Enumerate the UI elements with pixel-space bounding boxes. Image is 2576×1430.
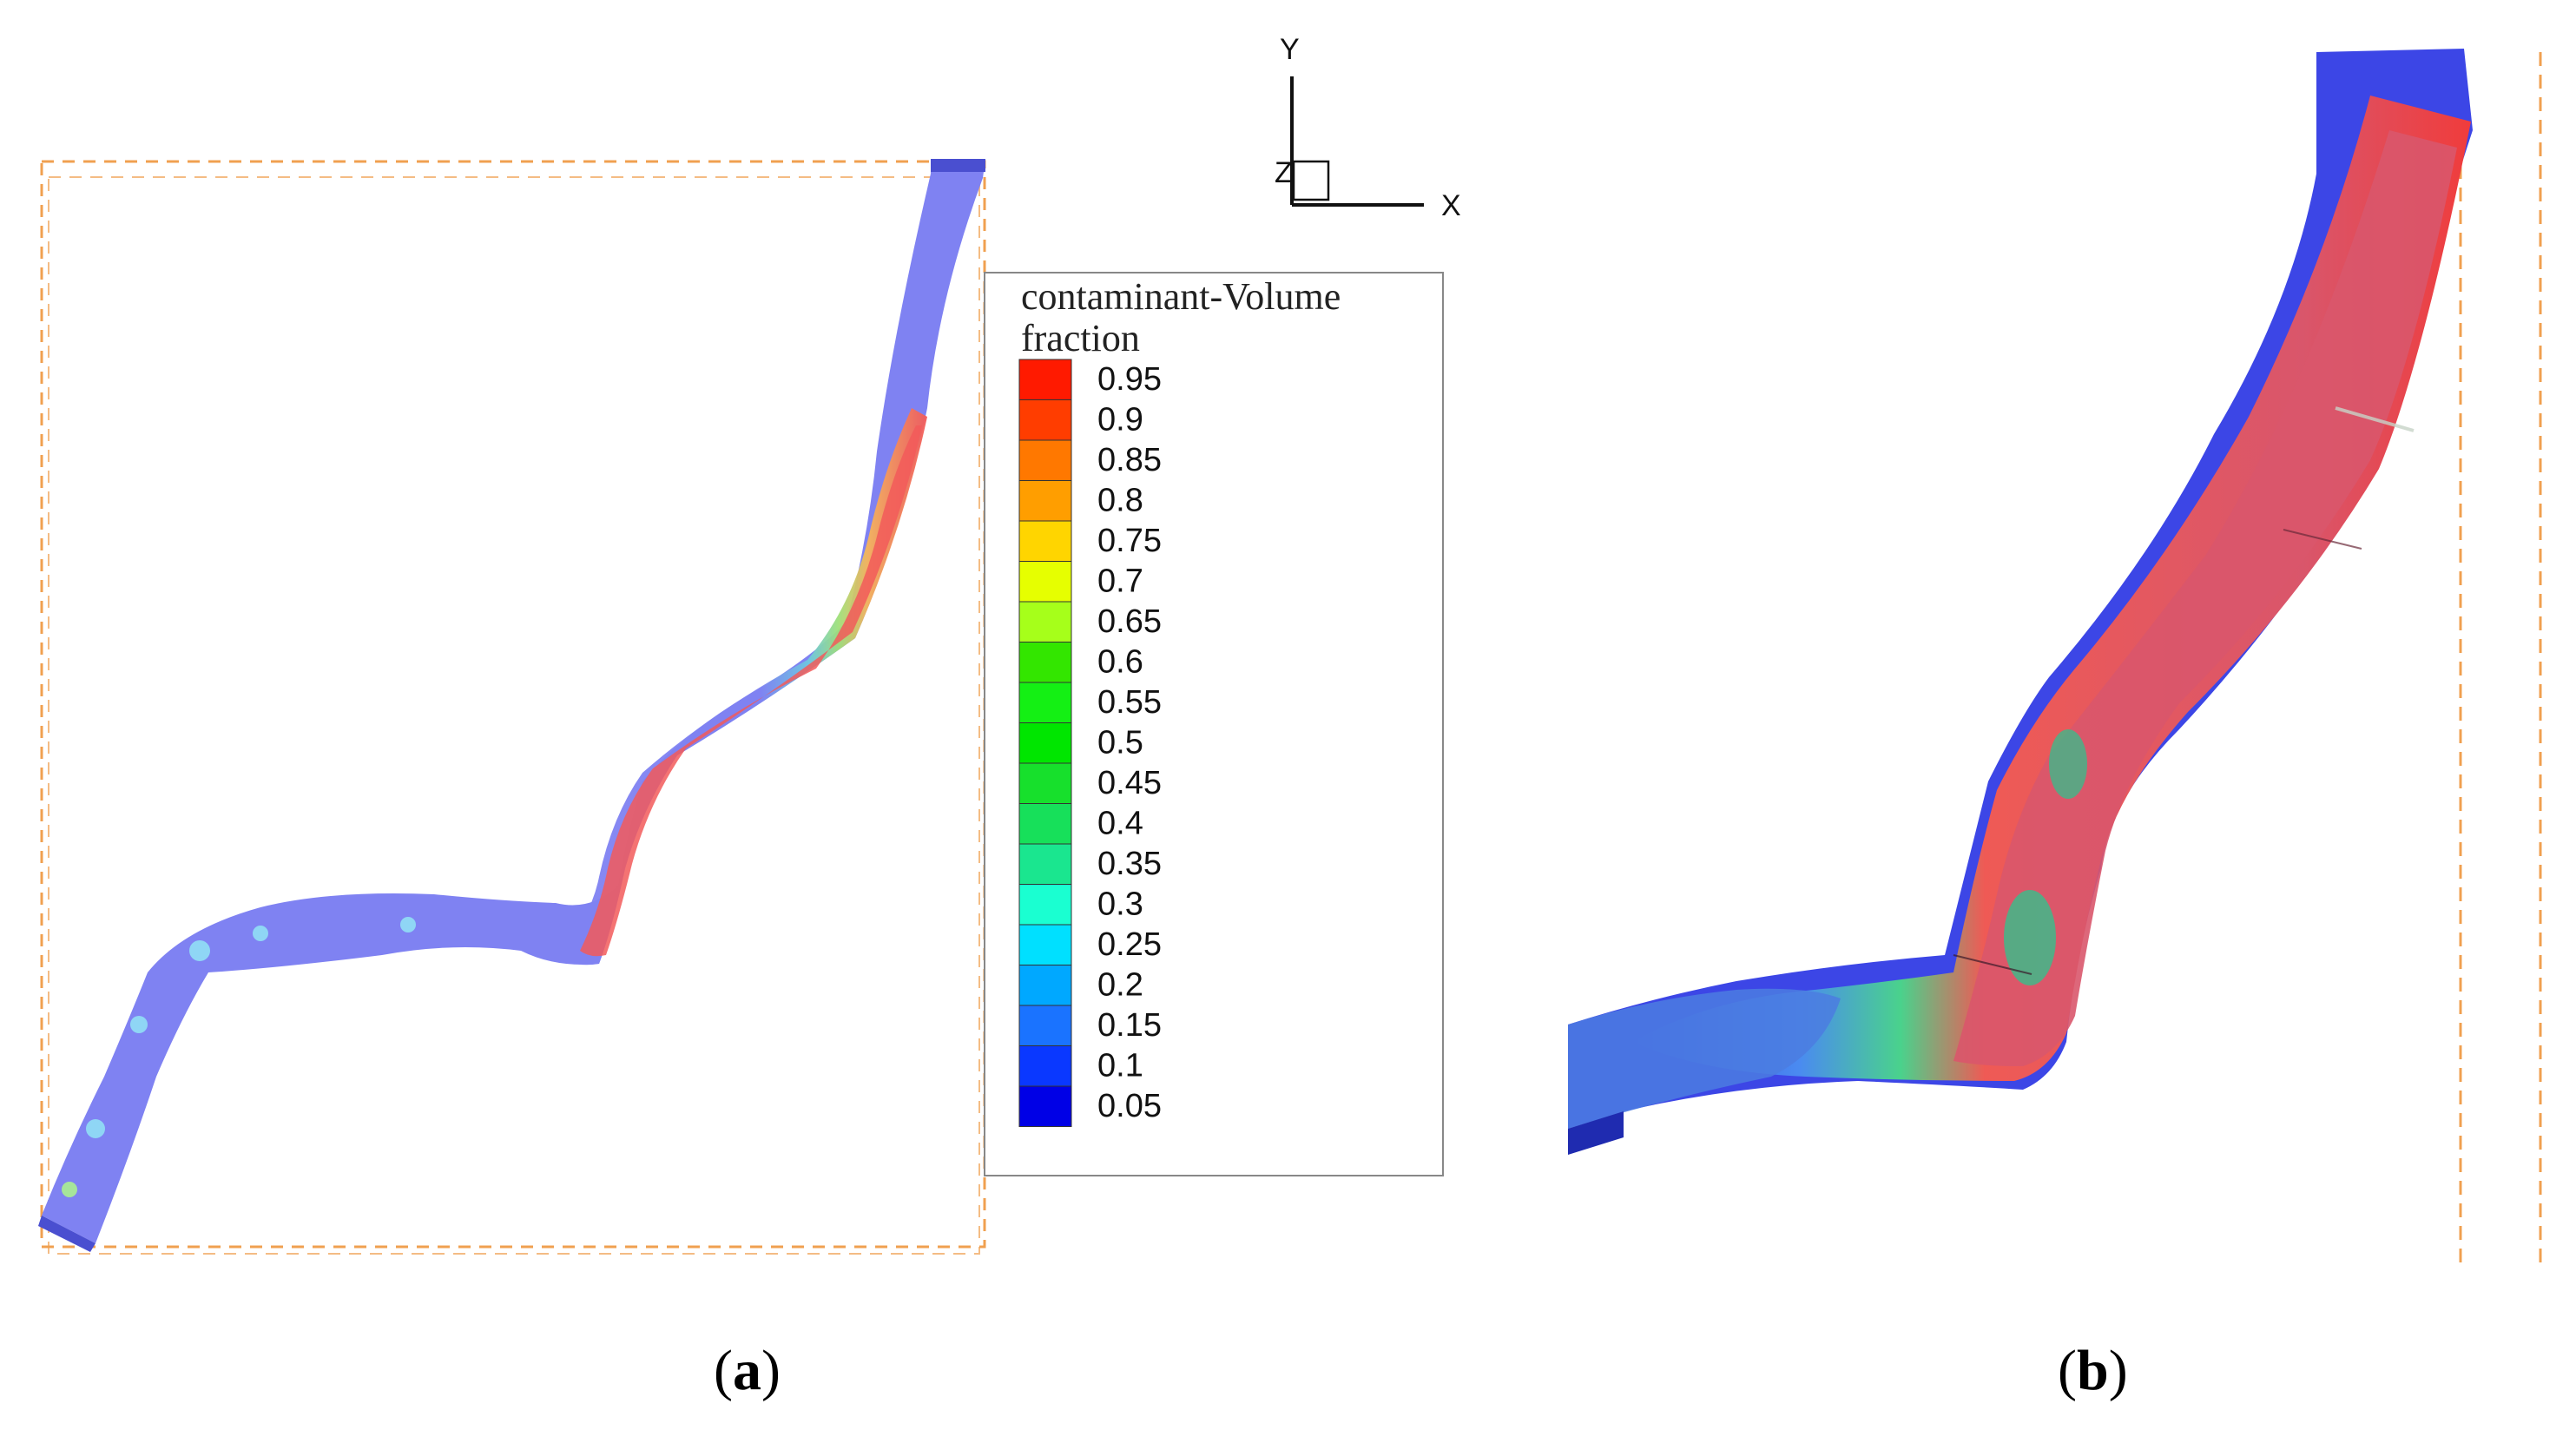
spot	[130, 1016, 148, 1033]
legend-label: 0.25	[1097, 926, 1162, 963]
z-axis-box	[1292, 160, 1330, 201]
legend-swatch	[1018, 682, 1072, 723]
legend-label: 0.2	[1097, 967, 1143, 1004]
domain-box-a-inner	[48, 176, 980, 1255]
panel-b-domain	[2459, 52, 2542, 1264]
legend-swatch	[1018, 965, 1072, 1006]
legend-swatch	[1018, 1005, 1072, 1046]
legend-swatch	[1018, 399, 1072, 441]
y-axis-label: Y	[1280, 33, 1300, 66]
caption-b: (b)	[2058, 1339, 2128, 1402]
legend-swatch	[1018, 601, 1072, 643]
legend-labels: 0.95 0.9 0.85 0.8 0.75 0.70.65 0.60.55 0.5 0.45 0…	[1097, 361, 1162, 1124]
caption-a-letter: a	[733, 1339, 761, 1402]
legend-swatch	[1018, 561, 1072, 603]
channel-b-plume-core	[1953, 130, 2457, 1066]
legend-label: 0.65	[1097, 603, 1162, 640]
svg-text:(a): (a)	[714, 1339, 781, 1402]
caption-b-open: (	[2058, 1339, 2077, 1402]
legend-label: 0.6	[1097, 644, 1143, 681]
legend-swatch	[1018, 439, 1072, 481]
caption-b-close: )	[2109, 1339, 2128, 1402]
legend-swatch	[1018, 762, 1072, 804]
legend-label: 0.95	[1097, 361, 1162, 398]
legend-label: 0.45	[1097, 765, 1162, 801]
svg-text:(b): (b)	[2058, 1339, 2128, 1402]
legend-label: 0.35	[1097, 846, 1162, 882]
channel-a-body	[42, 159, 985, 1243]
x-axis-label: X	[1441, 189, 1461, 222]
surface-line	[2335, 406, 2415, 432]
legend-label: 0.4	[1097, 806, 1143, 842]
legend-label: 0.5	[1097, 725, 1143, 761]
legend: contaminant-Volume fraction 0.950.90.850…	[984, 272, 1444, 1176]
legend-swatch	[1018, 1045, 1072, 1087]
spot	[400, 917, 416, 932]
channel-a-outlet-cap	[38, 1216, 96, 1252]
legend-swatch	[1018, 924, 1072, 965]
green-pocket	[2004, 890, 2056, 985]
spot	[86, 1119, 105, 1138]
legend-swatch	[1018, 480, 1072, 522]
spot	[253, 926, 268, 941]
surface-line	[2283, 529, 2362, 550]
panel-a-domain	[40, 160, 986, 1255]
channel-a-plume	[556, 408, 927, 965]
panel-a-channel	[38, 159, 985, 1252]
spot	[189, 940, 210, 961]
legend-label: 0.75	[1097, 523, 1162, 559]
legend-swatch	[1018, 1085, 1072, 1127]
legend-title-line1: contaminant-Volume	[1021, 275, 1341, 318]
legend-swatch	[1018, 359, 1072, 400]
surface-line	[1953, 954, 2032, 975]
caption-a-open: (	[714, 1339, 733, 1402]
green-pocket	[2049, 729, 2087, 799]
legend-swatch	[1018, 722, 1072, 764]
legend-swatches	[1018, 359, 1072, 1127]
domain-box-a-outer	[40, 160, 986, 1249]
legend-label: 0.05	[1097, 1088, 1162, 1124]
channel-b-outlet	[1568, 988, 1841, 1129]
legend-label: 0.3	[1097, 886, 1143, 923]
channel-a-inlet-cap	[931, 159, 985, 172]
spot	[62, 1182, 77, 1197]
z-axis-label: Z	[1275, 156, 1293, 189]
legend-swatch	[1018, 520, 1072, 562]
legend-label: 0.85	[1097, 442, 1162, 478]
caption-b-letter: b	[2077, 1339, 2109, 1402]
legend-swatch	[1018, 843, 1072, 885]
panel-b-channel	[1568, 49, 2473, 1155]
legend-label: 0.1	[1097, 1048, 1143, 1084]
legend-swatch	[1018, 642, 1072, 683]
channel-a-plume-core	[580, 425, 922, 957]
legend-label: 0.8	[1097, 483, 1143, 519]
caption-a: (a)	[714, 1339, 781, 1402]
channel-b-outlet-dark	[1568, 1111, 1624, 1155]
legend-label: 0.55	[1097, 684, 1162, 721]
legend-label: 0.9	[1097, 402, 1143, 438]
caption-a-close: )	[761, 1339, 781, 1402]
legend-swatch	[1018, 803, 1072, 845]
legend-label: 0.15	[1097, 1007, 1162, 1044]
legend-label: 0.7	[1097, 563, 1143, 600]
legend-swatch	[1018, 884, 1072, 926]
axis-triad: Y Z X	[1275, 33, 1461, 222]
legend-title-line2: fraction	[1021, 317, 1140, 359]
